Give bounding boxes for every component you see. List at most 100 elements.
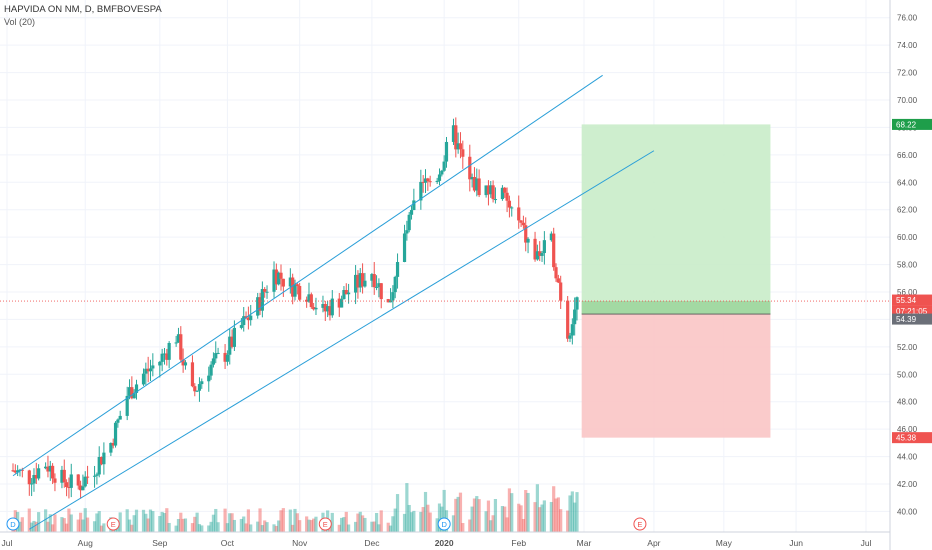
current-price-label: 55.34 [896,296,917,305]
candle-body [454,125,458,150]
candle-body [183,362,188,366]
volume-bar [53,514,57,532]
target-price-label-bg [892,118,932,130]
price-tick-label: 44.00 [897,453,918,462]
candle-body [288,277,292,287]
volume-bar [374,512,379,532]
candle-body [207,375,211,382]
volume-bars [11,483,579,532]
volume-bar [307,519,311,532]
candle-body [486,185,491,195]
candle-body [519,220,523,223]
candle-body [111,442,115,446]
candle-body [451,125,456,142]
volume-bar [293,508,297,532]
candle-body [85,476,90,478]
candle-body [407,214,411,231]
volume-bar [288,509,292,532]
candle-body [277,272,281,285]
candle-body [328,306,332,316]
candle-body [44,466,48,469]
price-tick-label: 40.00 [897,507,918,516]
volume-bar [489,520,493,532]
time-tick-label: Aug [78,538,93,548]
candle-body [554,267,558,279]
time-tick-label: Jun [789,538,803,548]
time-tick-label: Feb [511,538,526,548]
open-profit-zone [581,301,771,315]
candle-body [461,149,465,157]
volume-bar [363,517,367,532]
candle-body [76,474,80,486]
volume-bar [95,513,99,532]
candle-body [127,387,132,396]
volume-bar [125,509,129,532]
candle-body [521,222,525,226]
candle-body [395,262,400,277]
time-tick-label: Oct [221,538,235,548]
candle-body [97,456,101,475]
price-tick-label: 70.00 [897,96,918,105]
volume-bar [211,514,216,532]
candle-body [134,384,139,393]
candle-body [472,176,477,191]
volume-bar [69,514,73,532]
volume-bar [505,517,509,532]
earnings-marker [633,517,647,531]
candle-body [197,384,202,391]
time-tick-label: Nov [292,538,308,548]
candle-body [62,469,66,483]
candle-body [468,156,472,180]
volume-bar [174,525,178,532]
candle-body [493,199,498,201]
volume-study-label[interactable]: Vol (20) [4,17,36,27]
candle-body [409,210,414,215]
volume-bar [274,525,278,532]
volume-bar [162,513,167,532]
candle-body [148,368,153,372]
candle-body [99,456,104,465]
candle-body [116,419,120,423]
volume-bar [468,519,472,532]
candle-body [456,143,460,150]
volume-bar [549,501,553,532]
candle-body [360,273,365,287]
volume-bar [533,502,537,532]
event-marker-label: E [111,520,116,529]
volume-bar [554,498,558,532]
volume-bar [118,512,122,532]
candle-body [321,303,325,308]
candle-body [141,373,146,385]
time-tick-label: May [716,538,733,548]
volume-bar [312,518,316,532]
time-tick-label: Jul [861,538,872,548]
candle-body [573,309,577,325]
volume-bar [517,503,521,532]
volume-bar [260,525,264,532]
channel-line [29,150,655,530]
candle-body [274,269,278,285]
volume-bar [356,513,360,532]
candle-body [500,187,505,200]
symbol-title: HAPVIDA ON NM, D, BMFBOVESPA [4,4,162,15]
candle-body [125,395,129,416]
earnings-marker [106,517,120,531]
candle-body [258,297,262,311]
event-marker-label: E [637,520,642,529]
volume-bar [27,508,31,532]
candle-body [575,297,579,310]
price-axis: 40.0042.0044.0046.0048.0050.0052.0054.00… [889,0,932,550]
volume-bar [223,508,227,532]
candle-body [27,470,31,485]
volume-bar [405,483,409,532]
volume-bar [265,522,269,532]
candle-body [491,185,495,200]
candle-body [279,272,283,279]
candle-body [386,299,390,303]
volume-bar [200,525,204,532]
volume-bar [76,519,80,532]
price-tick-label: 48.00 [897,398,918,407]
volume-bar [542,500,546,532]
volume-bar [225,523,230,532]
